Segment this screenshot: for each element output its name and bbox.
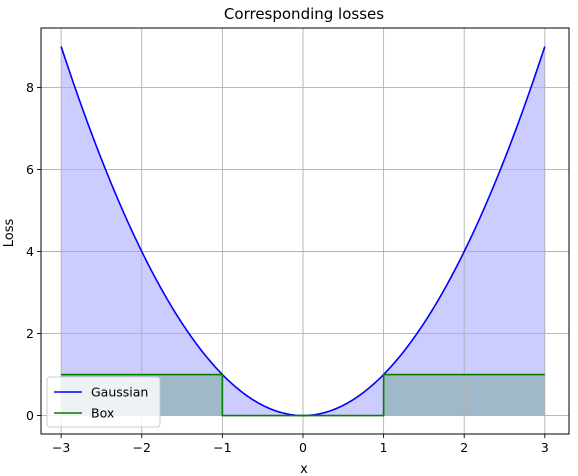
series-line-box	[61, 373, 545, 417]
y-tick-label: 2	[26, 326, 34, 341]
x-tick-label: −3	[52, 440, 70, 455]
y-axis-label: Loss	[2, 219, 17, 248]
x-tick-label: −1	[213, 440, 231, 455]
series-lines	[60, 46, 546, 417]
x-tick-label: 0	[299, 440, 307, 455]
y-tick-label: 0	[26, 408, 34, 423]
x-tick-label: 3	[541, 440, 549, 455]
series-fill-box	[61, 374, 545, 416]
x-axis-label: x	[300, 462, 308, 476]
x-tick-label: 1	[380, 440, 388, 455]
y-axis-ticks: 0 2 4 6 8	[26, 80, 41, 423]
legend-box	[46, 376, 161, 428]
legend-label-box: Box	[91, 406, 114, 421]
legend-label-gaussian: Gaussian	[91, 385, 148, 400]
y-tick-label: 4	[26, 244, 34, 259]
legend: Gaussian Box	[46, 376, 161, 428]
grid-lines	[41, 28, 569, 434]
x-tick-label: −2	[133, 440, 151, 455]
axes-frame	[40, 27, 570, 435]
x-tick-label: 2	[460, 440, 468, 455]
chart-title: Corresponding losses	[224, 5, 384, 23]
y-tick-label: 6	[26, 162, 34, 177]
x-axis-ticks: −3 −2 −1 0 1 2 3	[52, 434, 549, 455]
y-tick-label: 8	[26, 80, 34, 95]
